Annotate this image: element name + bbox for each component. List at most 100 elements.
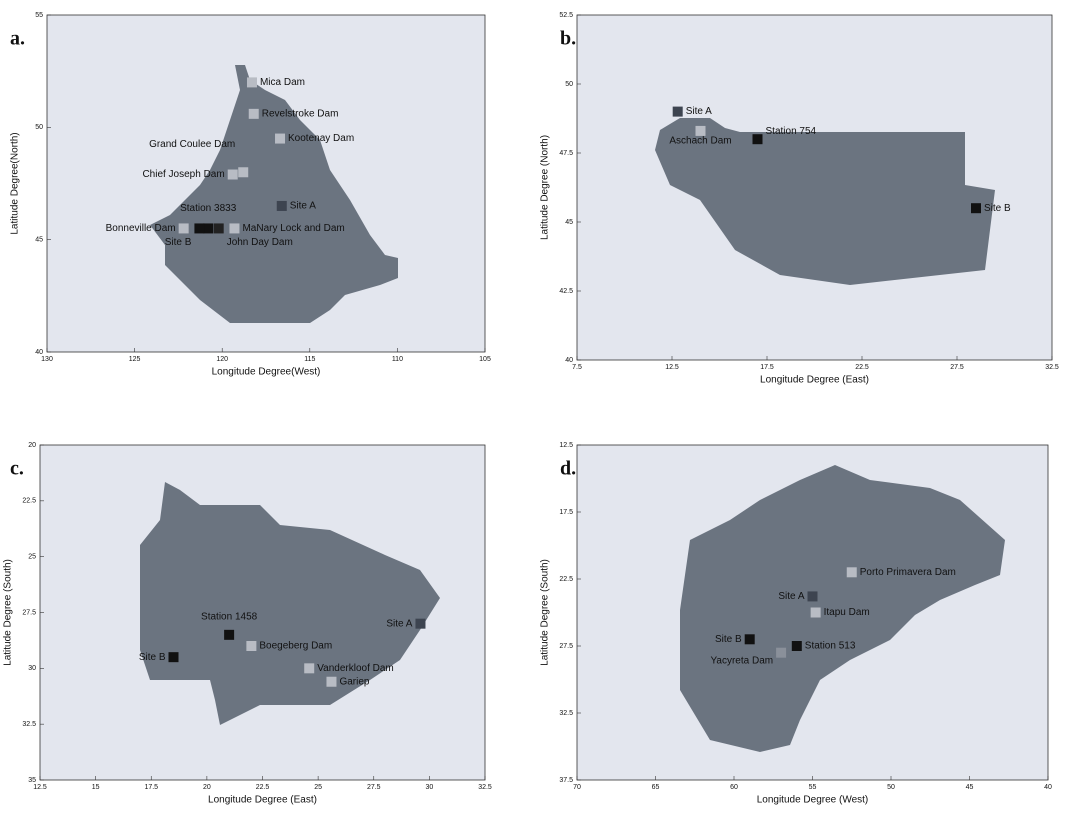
x-axis-title: Longitude Degree (West) (757, 795, 869, 806)
y-tick-label: 55 (35, 12, 43, 19)
site-marker (203, 223, 214, 234)
site-label: Gariep (339, 676, 369, 687)
site-label: Aschach Dam (669, 136, 731, 147)
panel-label: b. (560, 28, 576, 50)
y-tick-label: 17.5 (559, 509, 573, 516)
x-axis-title: Longitude Degree (East) (760, 375, 869, 386)
panel-label: a. (10, 28, 25, 50)
y-tick-label: 40 (35, 349, 43, 356)
site-marker (752, 134, 763, 145)
y-tick-label: 35 (28, 777, 36, 784)
site-marker (178, 223, 189, 234)
site-marker (326, 676, 337, 687)
site-label: Bonneville Dam (106, 223, 176, 234)
site-label: Station 3833 (180, 203, 237, 214)
y-tick-label: 22.5 (22, 498, 36, 505)
x-tick-label: 45 (966, 784, 974, 791)
x-tick-label: 65 (652, 784, 660, 791)
site-marker (971, 203, 981, 214)
x-tick-label: 22.5 (256, 784, 270, 791)
site-label: Vanderkloof Dam (317, 663, 394, 674)
x-tick-label: 50 (887, 784, 895, 791)
x-tick-label: 12.5 (33, 784, 47, 791)
y-tick-label: 50 (35, 124, 43, 131)
y-tick-label: 45 (35, 237, 43, 244)
basin (150, 65, 398, 323)
site-label: Chief Joseph Dam (142, 169, 224, 180)
site-label: Porto Primavera Dam (860, 567, 956, 578)
site-marker (672, 106, 683, 117)
x-tick-label: 27.5 (367, 784, 381, 791)
site-label: Site A (290, 201, 316, 212)
x-tick-label: 30 (425, 784, 433, 791)
site-label: Site B (139, 652, 166, 663)
basin (680, 465, 1005, 752)
panel-label: d. (560, 458, 576, 480)
x-tick-label: 105 (479, 356, 491, 363)
site-marker (213, 223, 224, 234)
x-tick-label: 70 (573, 784, 581, 791)
y-tick-label: 12.5 (559, 442, 573, 449)
x-tick-label: 130 (41, 356, 53, 363)
y-tick-label: 47.5 (559, 150, 573, 157)
x-tick-label: 32.5 (1045, 364, 1059, 371)
site-label: Site A (386, 618, 412, 629)
x-tick-label: 20 (203, 784, 211, 791)
x-tick-label: 55 (809, 784, 817, 791)
x-tick-label: 60 (730, 784, 738, 791)
site-marker (415, 618, 426, 629)
basin (140, 482, 440, 725)
site-label: John Day Dam (227, 237, 293, 248)
site-marker (791, 641, 802, 651)
x-tick-label: 120 (216, 356, 228, 363)
panels (39, 14, 1053, 781)
site-label: Station 754 (766, 126, 817, 137)
basin (655, 118, 995, 285)
site-label: Site A (778, 591, 804, 602)
site-marker (229, 223, 240, 234)
site-marker (248, 108, 259, 119)
y-axis-title: Latitude Degree(North) (10, 132, 21, 234)
x-axis-title: Longitude Degree(West) (212, 367, 321, 378)
site-marker (744, 634, 755, 645)
x-tick-label: 12.5 (665, 364, 679, 371)
site-marker (246, 641, 257, 651)
y-tick-label: 45 (565, 219, 573, 226)
y-tick-label: 25 (28, 554, 36, 561)
site-label: Site B (715, 634, 742, 645)
x-tick-label: 15 (92, 784, 100, 791)
site-marker (227, 169, 238, 180)
site-label: Site B (165, 237, 192, 248)
y-tick-label: 20 (28, 442, 36, 449)
y-tick-label: 37.5 (559, 777, 573, 784)
site-label: Boegeberg Dam (259, 641, 332, 652)
site-label: Site A (686, 106, 712, 117)
y-axis-title: Latitude Degree (South) (3, 559, 14, 666)
y-tick-label: 30 (28, 665, 36, 672)
site-marker (846, 567, 857, 578)
x-tick-label: 125 (129, 356, 141, 363)
x-tick-label: 22.5 (855, 364, 869, 371)
panel-label: c. (10, 458, 24, 480)
y-axis-title: Latitude Degree (North) (540, 135, 551, 240)
x-tick-label: 32.5 (478, 784, 492, 791)
site-marker (776, 647, 787, 658)
y-tick-label: 40 (565, 357, 573, 364)
y-tick-label: 27.5 (559, 643, 573, 650)
site-marker (695, 125, 706, 136)
x-axis-title: Longitude Degree (East) (208, 795, 317, 806)
site-marker (194, 223, 205, 234)
y-tick-label: 32.5 (22, 721, 36, 728)
site-label: Site B (984, 203, 1011, 214)
y-tick-label: 50 (565, 81, 573, 88)
site-label: Revelstroke Dam (262, 108, 339, 119)
x-tick-label: 17.5 (144, 784, 158, 791)
site-marker (168, 652, 179, 663)
x-tick-label: 40 (1044, 784, 1052, 791)
site-label: Station 1458 (201, 611, 258, 622)
y-tick-label: 22.5 (559, 576, 573, 583)
site-label: Kootenay Dam (288, 133, 354, 144)
y-tick-label: 27.5 (22, 609, 36, 616)
site-label: Station 513 (805, 641, 856, 652)
